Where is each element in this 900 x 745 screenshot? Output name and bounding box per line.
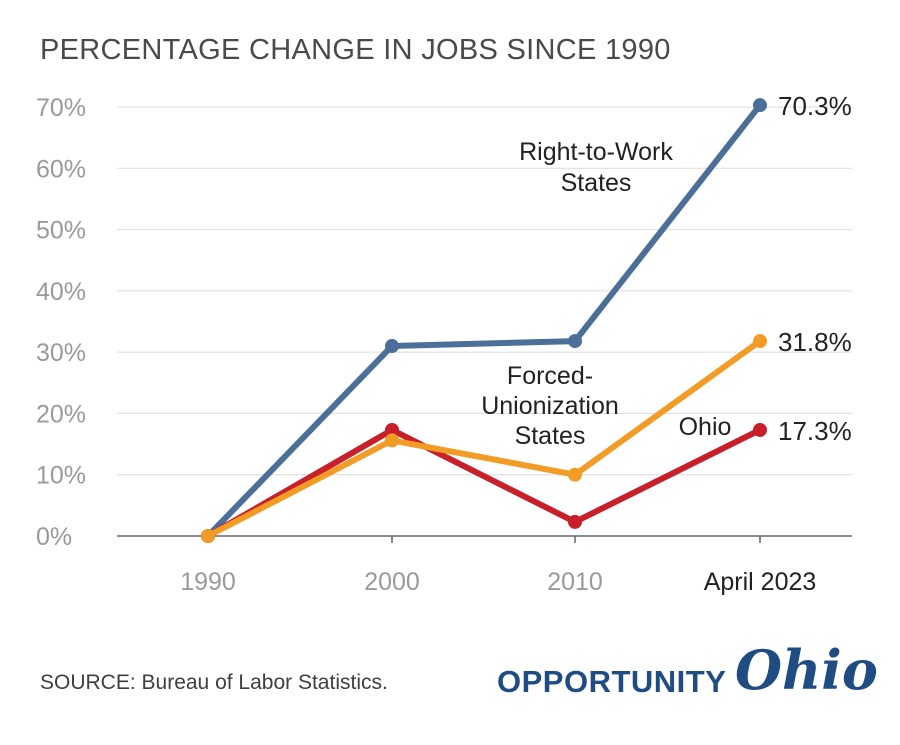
logo-word: OPPORTUNITY xyxy=(497,664,727,699)
series-labels: 70.3% 31.8% 17.3% Right-to-Work States Forced… xyxy=(481,91,852,450)
series-name-label: Right-to-Work xyxy=(519,138,673,166)
end-value-label: 17.3% xyxy=(778,416,852,446)
x-tick-label: 2000 xyxy=(364,568,420,596)
data-point xyxy=(568,467,582,482)
gridlines xyxy=(117,106,852,476)
x-tick-label: April 2023 xyxy=(704,568,817,596)
y-tick-label: 20% xyxy=(36,400,86,428)
series-lines xyxy=(201,98,767,543)
series-name-label: Ohio xyxy=(679,413,732,441)
series-line xyxy=(205,102,763,539)
series-name-label: States xyxy=(515,422,586,450)
data-point xyxy=(568,334,582,349)
series-name-label: Unionization xyxy=(481,392,619,420)
series-name-label: States xyxy=(561,169,632,197)
data-point xyxy=(753,334,767,349)
series-line xyxy=(205,426,763,539)
y-tick-label: 10% xyxy=(36,462,86,490)
y-tick-label: 0% xyxy=(36,523,72,551)
series-name-label: Forced- xyxy=(507,362,593,390)
x-axis: 1990 2000 2010 April 2023 xyxy=(117,535,852,596)
end-value-label: 31.8% xyxy=(778,327,852,357)
y-tick-label: 50% xyxy=(36,217,86,245)
chart-title: PERCENTAGE CHANGE IN JOBS SINCE 1990 xyxy=(40,34,671,66)
line-chart: 0% 10% 20% 30% 40% 50% 60% 70% 1990 2000 2010 Apri… xyxy=(36,91,852,596)
y-tick-label: 60% xyxy=(36,155,86,183)
logo-script: Ohio xyxy=(735,638,878,702)
data-point xyxy=(385,422,399,437)
y-tick-label: 40% xyxy=(36,278,86,306)
end-value-label: 70.3% xyxy=(778,91,852,121)
data-point xyxy=(753,98,767,113)
data-point xyxy=(201,529,215,543)
data-point xyxy=(753,422,767,437)
y-tick-label: 70% xyxy=(36,94,86,122)
series-line xyxy=(205,338,763,539)
data-point xyxy=(385,433,399,448)
data-point xyxy=(568,514,582,529)
y-axis: 0% 10% 20% 30% 40% 50% 60% 70% xyxy=(36,94,86,551)
x-tick-label: 1990 xyxy=(180,568,236,596)
source-note: SOURCE: Bureau of Labor Statistics. xyxy=(40,671,388,694)
data-point xyxy=(385,339,399,354)
x-tick-label: 2010 xyxy=(547,568,603,596)
y-tick-label: 30% xyxy=(36,339,86,367)
